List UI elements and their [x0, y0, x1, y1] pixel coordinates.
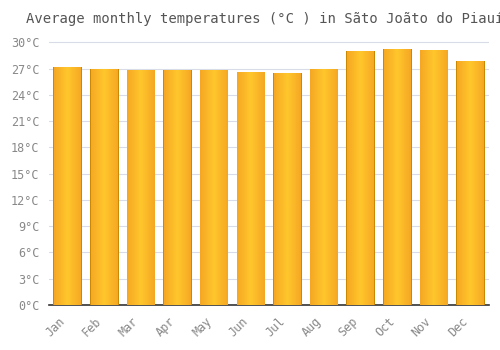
Bar	[273, 73, 274, 305]
Bar	[456, 61, 457, 305]
Bar	[126, 70, 127, 305]
Bar	[383, 49, 384, 305]
Bar	[236, 72, 237, 305]
Bar	[374, 51, 375, 305]
Bar	[346, 51, 347, 305]
Bar	[154, 70, 155, 305]
Title: Average monthly temperatures (°C ) in Sãto Joãto do Piauí-: Average monthly temperatures (°C ) in Sã…	[26, 11, 500, 26]
Bar	[484, 61, 485, 305]
Bar	[301, 73, 302, 305]
Bar	[264, 72, 265, 305]
Bar	[411, 49, 412, 305]
